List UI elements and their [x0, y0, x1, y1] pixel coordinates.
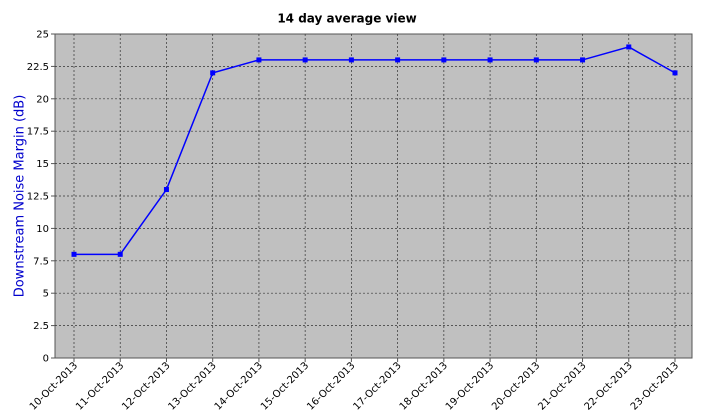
x-tick-label: 23-Oct-2013	[629, 360, 681, 412]
x-tick-label: 18-Oct-2013	[398, 360, 450, 412]
x-tick-label: 13-Oct-2013	[167, 360, 219, 412]
data-line	[74, 46, 676, 256]
x-tick-label: 16-Oct-2013	[305, 360, 357, 412]
y-tick-label: 5	[43, 289, 49, 300]
data-point	[302, 57, 308, 63]
y-tick-label: 20	[36, 94, 49, 105]
data-point	[441, 57, 447, 63]
y-axis-title: Downstream Noise Margin (dB)	[13, 95, 28, 298]
y-tick-label: 17.5	[27, 127, 49, 138]
data-point	[117, 251, 123, 257]
y-tick-label: 25	[36, 30, 49, 41]
y-tick-label: 10	[36, 224, 49, 235]
x-tick-label: 19-Oct-2013	[444, 360, 496, 412]
y-tick-label: 0	[43, 354, 49, 365]
data-point	[487, 57, 493, 63]
data-point	[163, 187, 169, 193]
y-tick-label: 22.5	[27, 62, 49, 73]
y-tick-label: 7.5	[33, 256, 49, 267]
data-point	[672, 70, 678, 76]
data-point	[626, 44, 632, 50]
x-tick-label: 15-Oct-2013	[259, 360, 311, 412]
data-point	[210, 70, 216, 76]
x-tick-label: 11-Oct-2013	[74, 360, 126, 412]
data-point	[533, 57, 539, 63]
y-tick-label: 2.5	[33, 321, 49, 332]
data-point	[256, 57, 262, 63]
x-tick-label: 22-Oct-2013	[583, 360, 635, 412]
data-point	[580, 57, 586, 63]
x-tick-label: 20-Oct-2013	[490, 360, 542, 412]
data-point	[395, 57, 401, 63]
x-tick-label: 17-Oct-2013	[351, 360, 403, 412]
data-point	[348, 57, 354, 63]
y-tick-label: 12.5	[27, 192, 49, 203]
data-point	[71, 251, 77, 257]
x-tick-label: 10-Oct-2013	[28, 360, 80, 412]
chart-title: 14 day average view	[277, 12, 416, 26]
x-tick-label: 12-Oct-2013	[120, 360, 172, 412]
x-tick-label: 14-Oct-2013	[213, 360, 265, 412]
x-tick-label: 21-Oct-2013	[536, 360, 588, 412]
y-tick-label: 15	[36, 159, 49, 170]
